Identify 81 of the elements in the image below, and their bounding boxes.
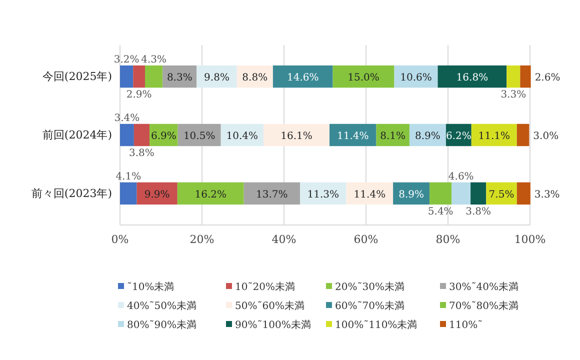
data-label: 3.8% [466,206,492,218]
x-tick-label: 0% [111,232,129,246]
bar [134,124,150,146]
legend-label: 30%˜40%未満 [449,281,518,293]
bar [264,124,330,146]
data-label: 11.1% [478,131,510,142]
data-label: 2.9% [126,90,152,101]
data-label: 13.7% [256,189,288,200]
data-label: 10.5% [183,131,216,142]
legend-label: 70%˜80%未満 [449,300,518,312]
data-label: 6.9% [150,131,176,142]
bar [133,65,146,88]
x-tick-label: 20% [190,232,214,246]
data-label: 16.2% [194,189,226,200]
bar [471,124,517,146]
x-tick-label: 80% [436,232,460,246]
legend-label: 60%˜70%未満 [335,300,404,312]
data-label: 8.1% [380,131,406,142]
data-label: 7.5% [488,189,514,200]
data-label: 3.3% [500,90,526,101]
bar [120,124,134,146]
data-label: 8.9% [398,189,424,200]
legend-label: ˜10%未満 [127,281,174,293]
bar [196,65,237,88]
data-label: 3.2% [114,54,140,66]
bar [120,65,134,88]
bar [452,182,471,205]
data-label: 4.1% [116,171,142,182]
bar [120,182,137,205]
bar [470,182,486,205]
bar [244,182,300,205]
y-tick-label: 前々回(2023年) [31,186,112,200]
data-label: 3.3% [534,189,560,200]
data-label: 4.3% [141,54,167,66]
data-label: 11.4% [354,189,386,200]
bar [516,124,530,146]
legend-label: 40%˜50%未満 [127,300,196,312]
data-label: 15.0% [348,72,380,84]
data-label: 9.8% [204,72,230,84]
data-label: 5.4% [428,206,454,218]
bar [332,65,394,88]
data-label: 14.6% [286,72,319,84]
bar [330,124,376,146]
bar [430,182,452,205]
legend-label: 80%˜90%未満 [127,319,196,331]
data-label: 16.1% [280,131,312,142]
data-label: 8.3% [166,72,192,84]
data-label: 3.4% [114,112,140,124]
bar [346,182,394,205]
legend-label: 100%˜110%未満 [335,319,418,331]
legend-label: 90%˜100%未満 [235,319,311,331]
data-label: 10.6% [400,72,432,84]
data-label: 11.4% [336,131,369,142]
data-label: 8.9% [415,131,440,142]
data-label: 3.8% [129,148,154,160]
bar [177,182,244,205]
data-label: 6.2% [446,131,472,142]
data-label: 8.8% [242,72,268,84]
bar [506,65,520,88]
bar [438,65,507,88]
data-label: 10.4% [226,131,258,142]
legend-label: 10˜20%未満 [235,281,295,293]
bar [145,65,163,88]
bar [272,65,333,88]
x-tick-label: 60% [354,232,378,246]
data-label: 4.6% [448,171,474,182]
legend-label: 20%˜30%未満 [335,281,404,293]
y-tick-label: 前回(2024年) [42,128,112,142]
bar [520,65,531,88]
data-label: 11.3% [307,189,340,200]
bar [300,182,346,205]
data-label: 16.8% [456,72,488,84]
legend-label: 110%˜ [449,320,483,331]
x-tick-label: 40% [272,232,296,246]
data-label: 2.6% [534,72,560,84]
data-label: 3.0% [533,131,559,142]
bar [516,182,530,205]
x-tick-label: 100% [514,232,546,246]
data-label: 9.9% [144,189,170,200]
legend-label: 50%˜60%未満 [235,300,304,312]
y-tick-label: 今回(2025年) [42,70,112,84]
